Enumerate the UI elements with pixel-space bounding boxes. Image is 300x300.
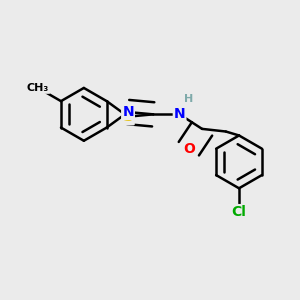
Text: N: N [122,105,134,119]
Text: CH₃: CH₃ [27,83,49,93]
Text: N: N [174,107,185,122]
Text: Cl: Cl [232,205,247,219]
Text: H: H [184,94,194,103]
Text: S: S [123,109,134,124]
Text: O: O [183,142,195,156]
